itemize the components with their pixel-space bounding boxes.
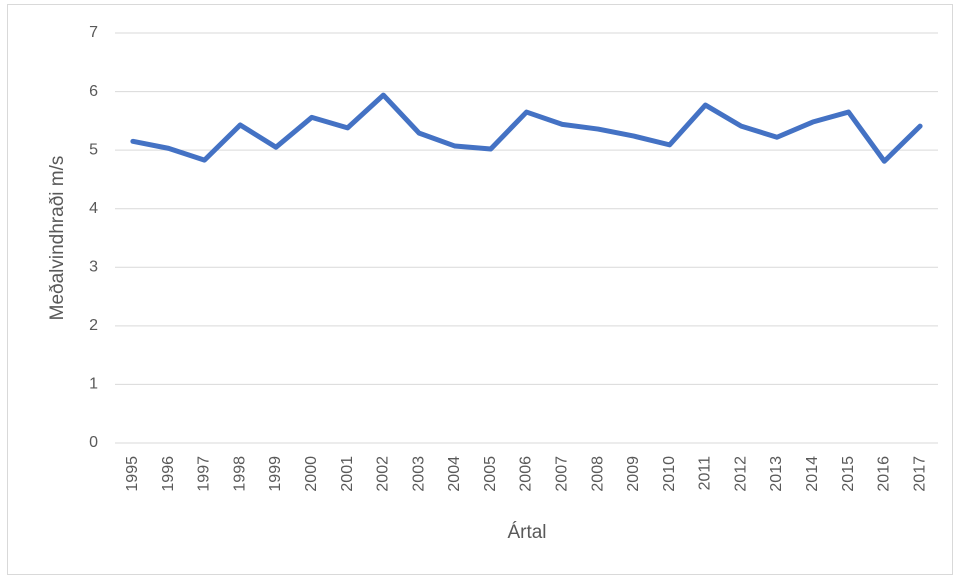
- x-tick-label: 2000: [303, 456, 320, 492]
- chart-border: [7, 4, 953, 575]
- x-tick-label: 2002: [375, 456, 392, 492]
- x-tick-label: 2001: [339, 456, 356, 492]
- y-tick-label: 5: [89, 141, 98, 158]
- x-tick-label: 1996: [160, 456, 177, 492]
- x-tick-label: 2005: [482, 456, 499, 492]
- x-tick-label: 2016: [876, 456, 893, 492]
- x-axis-label: Ártal: [507, 522, 546, 543]
- y-tick-label: 2: [89, 317, 98, 334]
- y-tick-label: 0: [89, 434, 98, 451]
- y-tick-label: 6: [89, 83, 98, 100]
- x-tick-label: 1997: [196, 456, 213, 492]
- x-tick-label: 2011: [697, 456, 714, 491]
- x-tick-label: 2013: [768, 456, 785, 492]
- x-tick-label: 1998: [231, 456, 248, 492]
- y-tick-label: 3: [89, 259, 98, 276]
- x-tick-label: 2010: [661, 456, 678, 492]
- y-tick-label: 7: [89, 24, 98, 41]
- x-tick-label: 2017: [911, 456, 928, 492]
- x-tick-label: 2008: [589, 456, 606, 492]
- y-tick-label: 1: [89, 376, 98, 393]
- x-tick-label: 2015: [840, 456, 857, 492]
- line: [130, 92, 923, 164]
- x-tick-label: 2014: [804, 456, 821, 492]
- x-tick-label: 2006: [518, 456, 535, 492]
- y-tick-label: 4: [89, 200, 98, 217]
- x-tick-label: 1999: [267, 456, 284, 492]
- x-tick-label: 2007: [554, 456, 571, 492]
- x-tick-label: 2003: [410, 456, 427, 492]
- x-tick-label: 1995: [124, 456, 141, 492]
- x-tick-label: 2004: [446, 456, 463, 492]
- x-tick-label: 2009: [625, 456, 642, 492]
- x-tick-label: 2012: [732, 456, 749, 492]
- y-axis-label: Meðalvindhraði m/s: [47, 156, 68, 321]
